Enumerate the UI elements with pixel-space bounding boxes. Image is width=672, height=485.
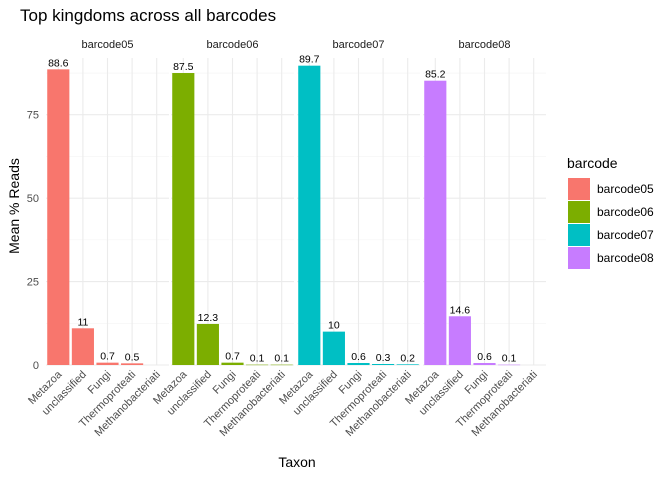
facet-panel-barcode08: barcode0885.2Metazoa14.6unclassified0.6F…: [403, 39, 546, 439]
legend-swatch: [568, 224, 590, 246]
bar: [298, 65, 321, 366]
bar-value-label: 0.2: [400, 352, 415, 364]
bar: [424, 80, 447, 365]
bar-value-label: 0.6: [351, 351, 366, 363]
bar: [322, 331, 345, 365]
bar: [246, 364, 269, 366]
legend-item-barcode08: barcode08: [568, 247, 654, 269]
facet-panel-barcode07: barcode0789.7Metazoa10unclassified0.6Fun…: [277, 39, 420, 439]
bar: [47, 69, 70, 366]
bar: [172, 73, 195, 366]
facet-strip-label: barcode06: [207, 39, 259, 51]
bar-value-label: 0.1: [250, 353, 265, 365]
bar-value-label: 11: [77, 316, 88, 328]
legend-title: barcode: [567, 155, 618, 171]
bar: [221, 362, 244, 365]
legend-label: barcode06: [597, 205, 654, 219]
bar: [96, 362, 119, 365]
legend: barcode barcode05barcode06barcode07barco…: [567, 155, 654, 269]
facet-panel-barcode06: barcode0687.5Metazoa12.3unclassified0.7F…: [151, 39, 294, 439]
legend-swatch: [568, 247, 590, 269]
bar-value-label: 0.6: [477, 351, 492, 363]
chart-title: Top kingdoms across all barcodes: [20, 6, 276, 25]
bar: [372, 363, 395, 365]
bar: [71, 328, 94, 365]
y-axis-title: Mean % Reads: [6, 158, 22, 254]
bar: [448, 316, 471, 365]
facet-strip-label: barcode05: [82, 39, 134, 51]
bar: [347, 362, 370, 365]
y-axis-tick-labels: 0 25 50 75: [27, 110, 39, 372]
legend-label: barcode08: [597, 251, 654, 265]
bar-value-label: 14.6: [450, 304, 471, 316]
bar-value-label: 88.6: [48, 57, 69, 69]
bar-value-label: 12.3: [198, 312, 219, 324]
y-tick-label: 75: [27, 110, 39, 122]
bar-value-label: 0.7: [225, 351, 240, 363]
legend-item-barcode05: barcode05: [568, 178, 654, 200]
bar-value-label: 0.5: [125, 351, 140, 363]
bar-value-label: 85.2: [425, 69, 446, 81]
legend-item-barcode06: barcode06: [568, 201, 654, 223]
bar: [396, 364, 419, 365]
facet-panels: 0255075barcode0588.6Metazoa11unclassifie…: [26, 39, 546, 439]
legend-items: barcode05 barcode06 barcode07 barcode08: [568, 178, 654, 269]
y-tick-label: 25: [27, 277, 39, 289]
bar-value-label: 0.3: [376, 352, 391, 364]
legend-label: barcode07: [597, 228, 654, 242]
facet-strip-label: barcode08: [459, 39, 511, 51]
x-axis-title: Taxon: [278, 454, 315, 470]
legend-swatch: [568, 201, 590, 223]
bar-value-label: 0.1: [502, 353, 517, 365]
bar: [196, 323, 219, 365]
y-tick-label: 50: [27, 193, 39, 205]
bar-value-label: 87.5: [173, 61, 194, 73]
bar-value-label: 10: [328, 320, 340, 332]
bar: [121, 363, 144, 365]
facet-panel-barcode05: barcode0588.6Metazoa11unclassified0.7Fun…: [26, 39, 169, 439]
y-tick-label: 0: [33, 360, 39, 372]
facet-strip-label: barcode07: [333, 39, 385, 51]
legend-item-barcode07: barcode07: [568, 224, 654, 246]
bar-value-label: 89.7: [299, 54, 320, 66]
bar-value-label: 0.1: [274, 353, 289, 365]
bar: [473, 362, 496, 365]
bar: [270, 364, 293, 366]
legend-swatch: [568, 178, 590, 200]
bar: [498, 364, 521, 366]
legend-label: barcode05: [597, 182, 654, 196]
bar-value-label: 0.7: [100, 351, 115, 363]
